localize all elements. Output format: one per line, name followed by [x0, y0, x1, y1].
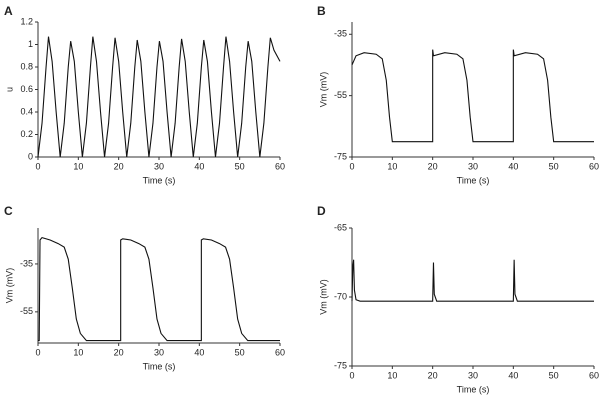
x-tick-label: 50: [549, 161, 559, 171]
x-tick-label: 10: [387, 161, 397, 171]
y-tick-label: -65: [334, 222, 347, 232]
y-axis-label: Vm (mV): [4, 268, 14, 304]
x-tick-label: 30: [154, 347, 164, 357]
trace: [351, 49, 594, 143]
y-tick-label: 0: [28, 151, 33, 161]
x-tick-label: 20: [428, 161, 438, 171]
x-tick-label: 40: [194, 161, 204, 171]
panel-label: C: [4, 204, 13, 218]
x-tick-label: 0: [35, 161, 40, 171]
x-tick-label: 20: [428, 370, 438, 380]
trace: [351, 259, 594, 302]
panel-label: B: [317, 4, 326, 18]
y-tick-label: -55: [20, 306, 33, 316]
x-tick-label: 10: [387, 370, 397, 380]
y-tick-label: 1.2: [20, 16, 33, 26]
x-tick-label: 50: [235, 347, 245, 357]
y-tick-label: -75: [334, 360, 347, 370]
y-tick-label: 0.8: [20, 61, 33, 71]
x-tick-label: 40: [194, 347, 204, 357]
panel-label: D: [317, 204, 326, 218]
x-tick-label: 40: [508, 161, 518, 171]
y-axis-label: Vm (mV): [318, 72, 328, 108]
x-tick-label: 30: [154, 161, 164, 171]
x-tick-label: 60: [589, 370, 599, 380]
y-tick-label: -70: [334, 291, 347, 301]
y-tick-label: -35: [334, 29, 347, 39]
x-axis-label: Time (s): [143, 361, 176, 371]
x-tick-label: 0: [349, 161, 354, 171]
panel-label: A: [4, 4, 13, 18]
x-tick-label: 30: [468, 161, 478, 171]
x-axis-label: Time (s): [457, 175, 490, 185]
x-tick-label: 50: [235, 161, 245, 171]
x-tick-label: 50: [549, 370, 559, 380]
x-axis-label: Time (s): [457, 384, 490, 394]
x-tick-label: 0: [35, 347, 40, 357]
y-tick-label: 0.6: [20, 84, 33, 94]
trace: [37, 36, 281, 158]
y-axis-label: u: [4, 87, 14, 92]
y-tick-label: 0.2: [20, 129, 33, 139]
y-axis-label: Vm (mV): [318, 279, 328, 315]
y-tick-label: 1: [28, 39, 33, 49]
x-tick-label: 60: [589, 161, 599, 171]
y-tick-label: -55: [334, 90, 347, 100]
x-tick-label: 40: [508, 370, 518, 380]
y-tick-label: 0.4: [20, 106, 33, 116]
y-tick-label: -75: [334, 151, 347, 161]
x-tick-label: 0: [349, 370, 354, 380]
x-tick-label: 60: [275, 347, 285, 357]
trace: [38, 236, 280, 342]
x-tick-label: 10: [73, 161, 83, 171]
x-tick-label: 20: [114, 161, 124, 171]
x-tick-label: 10: [73, 347, 83, 357]
x-tick-label: 20: [114, 347, 124, 357]
y-tick-label: -35: [20, 258, 33, 268]
x-tick-label: 60: [275, 161, 285, 171]
x-axis-label: Time (s): [143, 175, 176, 185]
x-tick-label: 30: [468, 370, 478, 380]
